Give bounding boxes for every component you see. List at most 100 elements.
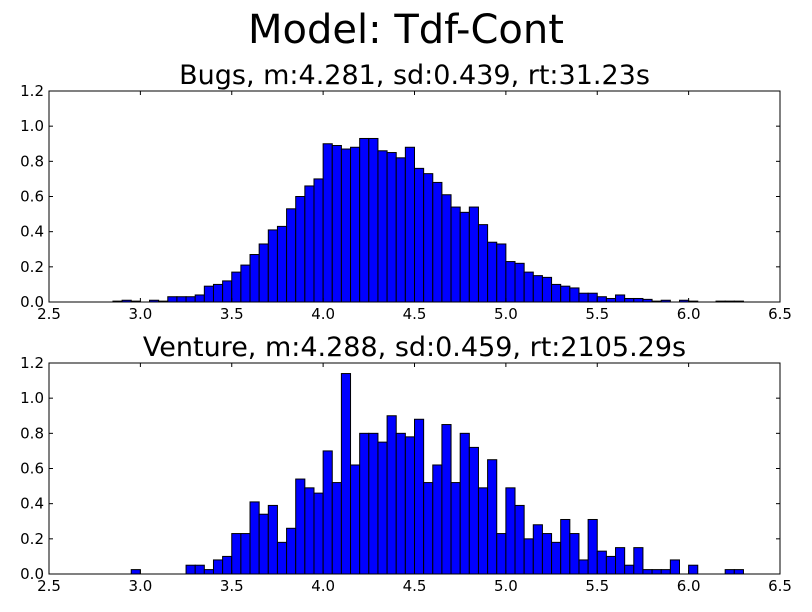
bugs-bars: [112, 137, 744, 303]
venture-bar-44: [578, 559, 589, 575]
venture-bar-20: [359, 432, 370, 575]
venture-histogram-panel: Venture, m:4.288, sd:0.459, rt:2105.29s 2…: [20, 332, 792, 595]
venture-bar-46: [596, 550, 607, 575]
venture-bar-49: [624, 564, 635, 575]
venture-bar-51: [642, 569, 653, 575]
bugs-bar-10: [212, 283, 224, 303]
venture-ytick-label-3: 0.6: [20, 460, 44, 478]
bugs-xtick-label-8: 6.5: [768, 305, 792, 323]
venture-ytick-label-2: 0.4: [20, 495, 44, 513]
bugs-ytick-label-2: 0.4: [20, 223, 44, 241]
bugs-xtick-label-2: 3.5: [220, 305, 244, 323]
venture-bar-45: [587, 518, 598, 575]
venture-bar-9: [258, 513, 269, 575]
venture-bar-53: [660, 569, 671, 575]
bugs-bar-47: [551, 283, 562, 303]
venture-bar-52: [651, 569, 662, 575]
bugs-chart-title: Bugs, m:4.281, sd:0.439, rt:31.23s: [179, 60, 650, 91]
venture-bar-5: [222, 555, 233, 575]
bugs-bar-5: [167, 296, 178, 303]
bugs-bar-12: [231, 271, 242, 303]
venture-bar-10: [267, 504, 278, 575]
venture-bar-0: [130, 569, 141, 575]
venture-bar-40: [541, 533, 553, 575]
bugs-bar-45: [532, 275, 543, 303]
venture-bar-42: [560, 518, 571, 575]
venture-bar-33: [477, 487, 489, 575]
venture-ytick-label-5: 1.0: [20, 389, 44, 407]
venture-bar-54: [669, 559, 680, 575]
venture-bar-7: [240, 533, 251, 575]
bugs-ytick-label-1: 0.2: [20, 258, 44, 276]
bugs-bar-31: [404, 146, 415, 303]
venture-bar-50: [633, 547, 644, 575]
venture-bar-35: [496, 533, 507, 575]
bugs-xtick-label-1: 3.0: [128, 305, 152, 323]
bugs-xtick-label-3: 4.0: [311, 305, 335, 323]
figure-title: Model: Tdf-Cont: [248, 7, 564, 53]
bugs-ytick-label-3: 0.6: [20, 188, 44, 206]
bugs-bar-35: [441, 194, 452, 303]
venture-bars: [130, 373, 744, 575]
bugs-bar-32: [414, 167, 425, 303]
bugs-bar-27: [368, 137, 379, 303]
venture-bar-4: [212, 559, 224, 575]
bugs-bar-36: [450, 206, 461, 303]
venture-bar-43: [569, 533, 580, 575]
venture-ytick-label-0: 0.0: [20, 565, 44, 583]
bugs-ytick-label-4: 0.8: [20, 152, 44, 170]
venture-bar-41: [551, 541, 562, 575]
venture-xtick-label-1: 3.0: [128, 577, 152, 595]
bugs-bar-6: [176, 296, 187, 303]
bugs-xtick-label-4: 4.5: [403, 305, 427, 323]
venture-xtick-label-8: 6.5: [768, 577, 792, 595]
venture-bar-30: [450, 482, 461, 575]
bugs-bar-17: [276, 225, 288, 303]
bugs-xtick-label-0: 2.5: [37, 305, 61, 323]
venture-xtick-label-6: 5.5: [585, 577, 609, 595]
bugs-bar-29: [386, 152, 397, 303]
venture-xtick-label-4: 4.5: [403, 577, 427, 595]
bugs-bar-8: [194, 294, 205, 303]
bugs-bar-53: [605, 297, 617, 303]
bugs-bar-25: [350, 146, 361, 303]
venture-bar-25: [404, 436, 415, 575]
bugs-bar-18: [286, 208, 297, 303]
venture-ytick-label-1: 0.2: [20, 530, 44, 548]
venture-bar-22: [377, 441, 388, 575]
venture-bar-57: [733, 569, 744, 575]
venture-bar-12: [286, 527, 297, 575]
venture-bar-11: [276, 541, 288, 575]
venture-bar-16: [322, 450, 333, 575]
venture-bar-13: [295, 478, 306, 575]
venture-bar-37: [514, 504, 525, 575]
bugs-bar-21: [313, 178, 324, 303]
venture-bar-29: [441, 424, 452, 575]
bugs-bar-40: [487, 241, 498, 303]
venture-bar-55: [688, 564, 699, 575]
venture-bar-8: [249, 501, 260, 575]
bugs-bar-50: [578, 292, 589, 303]
bugs-bar-16: [267, 229, 278, 303]
bugs-bar-13: [240, 264, 251, 303]
bugs-bar-22: [322, 143, 333, 303]
venture-bar-47: [605, 555, 617, 575]
venture-xtick-label-7: 6.0: [677, 577, 701, 595]
venture-ytick-label-4: 0.8: [20, 424, 44, 442]
bugs-bar-51: [587, 292, 598, 303]
venture-bar-28: [432, 464, 443, 575]
venture-bar-32: [468, 446, 479, 575]
venture-xtick-label-5: 5.0: [494, 577, 518, 595]
bugs-ytick-label-5: 1.0: [20, 117, 44, 135]
venture-xtick-label-2: 3.5: [220, 577, 244, 595]
venture-bar-15: [313, 492, 324, 575]
bugs-bar-7: [185, 296, 196, 303]
bugs-bar-24: [340, 148, 352, 303]
venture-xtick-label-0: 2.5: [37, 577, 61, 595]
venture-ytick-label-6: 1.2: [20, 354, 44, 372]
bugs-bar-14: [249, 254, 260, 303]
venture-bar-38: [523, 538, 534, 575]
venture-bar-21: [368, 432, 379, 575]
venture-bar-31: [459, 432, 470, 575]
